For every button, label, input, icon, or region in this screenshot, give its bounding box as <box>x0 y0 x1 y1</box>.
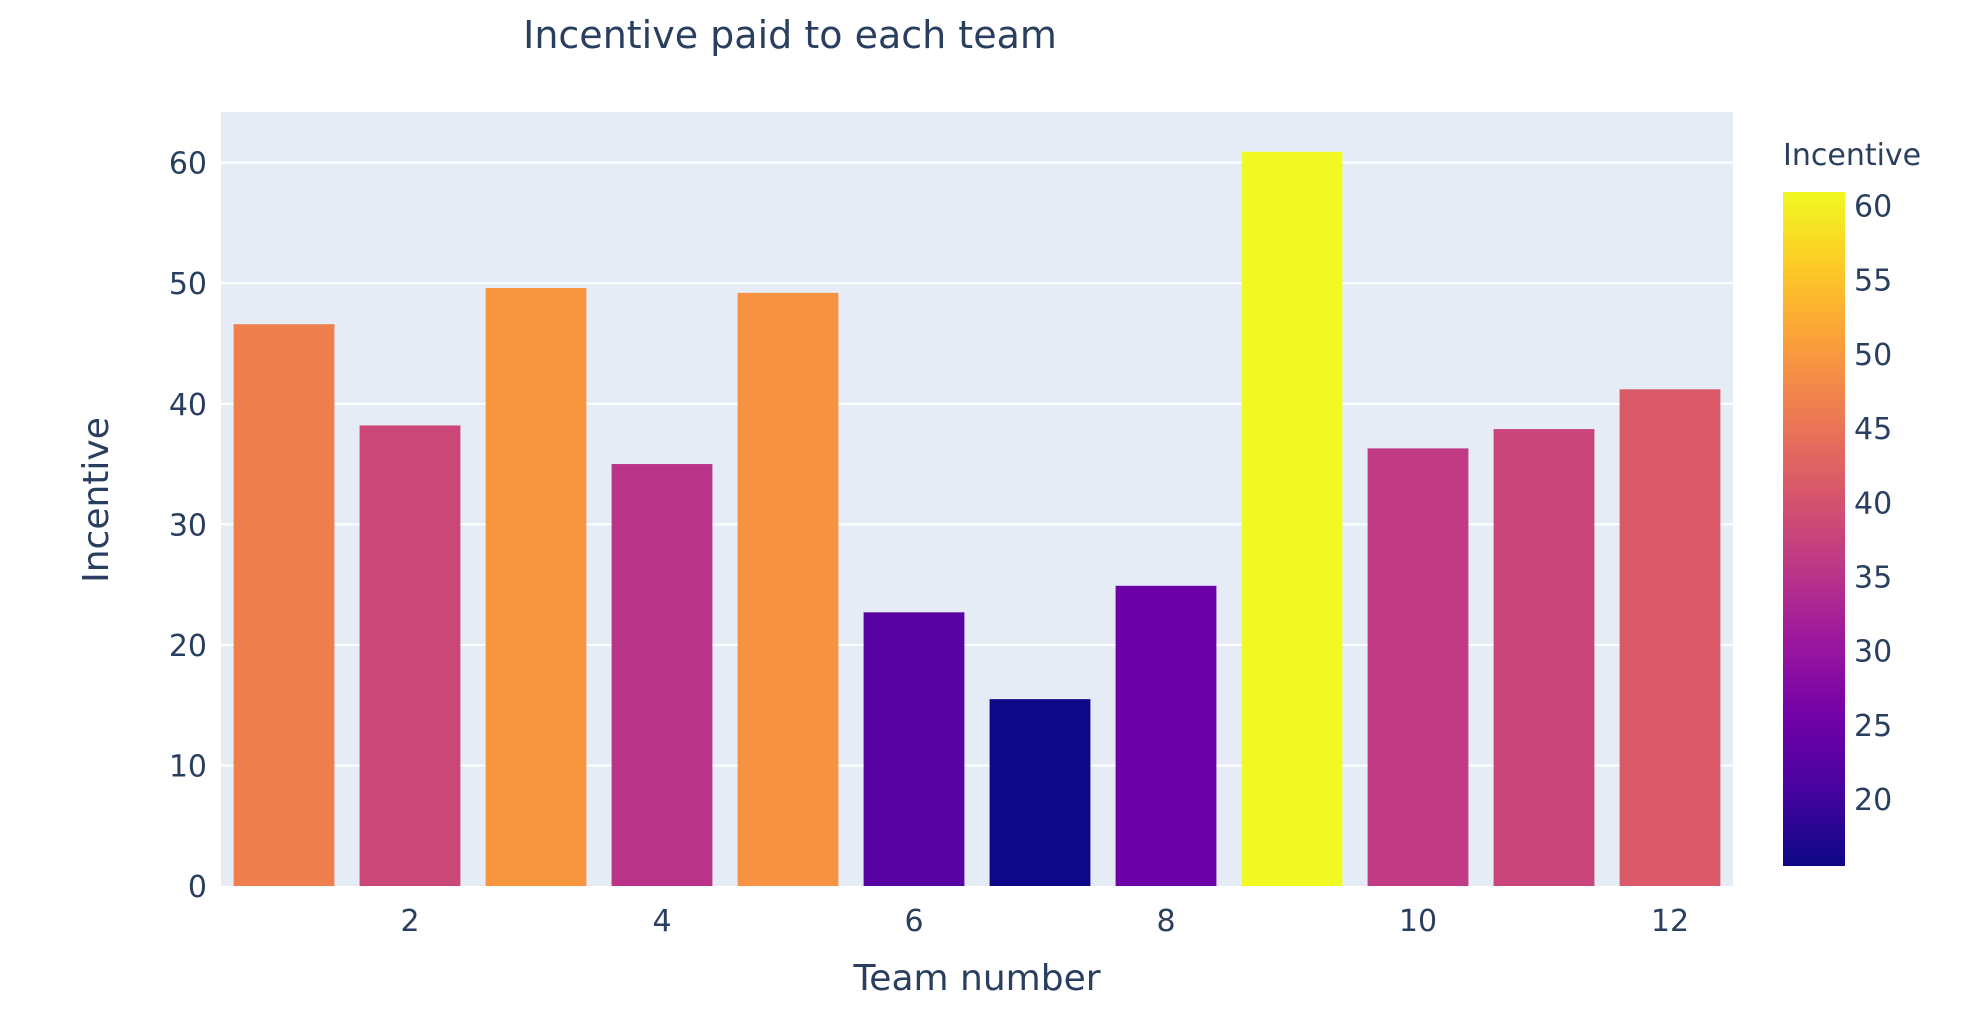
colorbar-tick-label: 20 <box>1854 783 1892 818</box>
bar-team-9 <box>1241 151 1343 887</box>
y-tick-label: 0 <box>188 870 207 905</box>
bar-team-12 <box>1619 389 1721 886</box>
x-tick-label: 4 <box>652 904 671 939</box>
x-tick-label: 2 <box>400 904 419 939</box>
x-tick-label: 8 <box>1156 904 1175 939</box>
y-tick-label: 20 <box>169 629 207 664</box>
plot-area <box>221 112 1733 886</box>
bar-team-4 <box>611 464 713 886</box>
colorbar-ticks: 20 25 30 35 40 45 50 55 60 <box>1854 189 1892 818</box>
x-tick-label: 12 <box>1651 904 1689 939</box>
bar-team-1 <box>233 324 335 887</box>
bar-team-11 <box>1493 429 1595 886</box>
colorbar-tick-label: 45 <box>1854 412 1892 447</box>
chart-title: Incentive paid to each team <box>523 13 1057 57</box>
x-tick-label: 6 <box>904 904 923 939</box>
colorbar <box>1783 192 1845 866</box>
colorbar-tick-label: 40 <box>1854 486 1892 521</box>
colorbar-tick-label: 30 <box>1854 635 1892 670</box>
x-axis-ticks: 2 4 6 8 10 12 <box>400 904 1689 939</box>
bar-team-8 <box>1115 585 1217 886</box>
x-tick-label: 10 <box>1399 904 1437 939</box>
bar-team-3 <box>485 288 587 886</box>
y-tick-label: 50 <box>169 267 207 302</box>
x-axis-title: Team number <box>852 958 1100 999</box>
colorbar-tick-label: 35 <box>1854 561 1892 596</box>
y-tick-label: 30 <box>169 508 207 543</box>
bar-team-10 <box>1367 448 1469 886</box>
colorbar-tick-label: 60 <box>1854 189 1892 224</box>
bar-team-7 <box>989 699 1091 886</box>
bar-team-5 <box>737 292 839 886</box>
bars <box>233 151 1721 887</box>
colorbar-tick-label: 55 <box>1854 264 1892 299</box>
colorbar-tick-label: 25 <box>1854 709 1892 744</box>
gridlines <box>221 161 1733 767</box>
y-tick-label: 40 <box>169 388 207 423</box>
colorbar-title: Incentive <box>1783 138 1921 173</box>
y-tick-label: 60 <box>169 147 207 182</box>
y-tick-label: 10 <box>169 749 207 784</box>
bar-team-6 <box>863 612 965 886</box>
y-axis-title: Incentive <box>76 417 117 583</box>
y-axis-ticks: 0 10 20 30 40 50 60 <box>169 147 207 905</box>
bar-team-2 <box>359 425 461 886</box>
colorbar-tick-label: 50 <box>1854 338 1892 373</box>
